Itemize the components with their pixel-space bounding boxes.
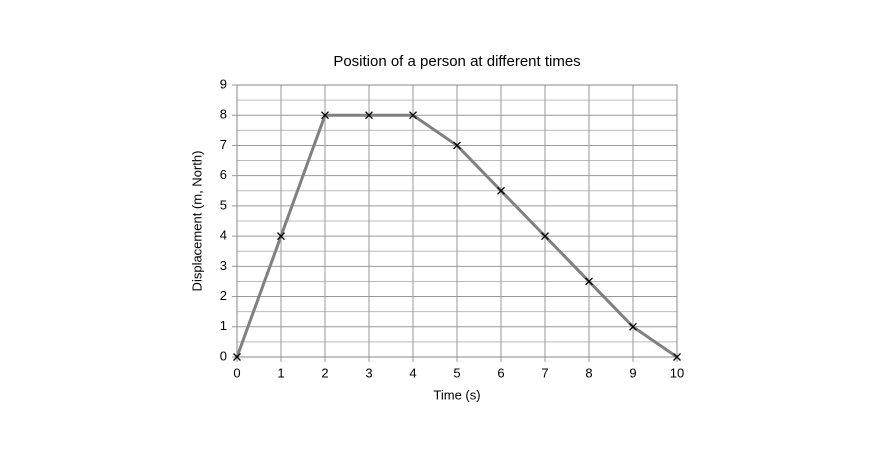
x-tick-label: 1 — [277, 365, 284, 380]
x-tick-label: 10 — [670, 365, 684, 380]
y-axis-label: Displacement (m, North) — [189, 151, 204, 292]
x-tick-label: 4 — [409, 365, 416, 380]
y-tick-label: 5 — [220, 197, 227, 212]
marker — [673, 353, 681, 361]
x-axis-label: Time (s) — [433, 387, 480, 402]
marker — [541, 232, 549, 241]
y-tick-label: 1 — [220, 318, 227, 333]
x-tick-label: 0 — [233, 365, 240, 380]
marker — [277, 232, 285, 241]
x-tick-label: 8 — [585, 365, 592, 380]
marker — [365, 111, 373, 120]
marker — [321, 111, 329, 120]
chart-title: Position of a person at different times — [333, 53, 580, 70]
marker — [585, 277, 593, 286]
marker — [453, 141, 461, 150]
x-tick-label: 3 — [365, 365, 372, 380]
y-tick-label: 8 — [220, 107, 227, 122]
plot-border — [236, 84, 678, 358]
marker — [629, 322, 637, 331]
x-tick-label: 5 — [453, 365, 460, 380]
y-tick-label: 7 — [220, 137, 227, 152]
y-tick-label: 6 — [220, 167, 227, 182]
y-tick-label: 2 — [220, 288, 227, 303]
y-tick-label: 3 — [220, 258, 227, 273]
y-tick-label: 4 — [220, 228, 227, 243]
y-tick-label: 9 — [220, 76, 227, 91]
x-tick-label: 6 — [497, 365, 504, 380]
y-tick-label: 0 — [220, 348, 227, 363]
x-tick-label: 9 — [629, 365, 636, 380]
marker — [497, 186, 505, 195]
x-tick-label: 7 — [541, 365, 548, 380]
marker — [233, 353, 241, 361]
marker — [409, 111, 417, 120]
x-tick-label: 2 — [321, 365, 328, 380]
